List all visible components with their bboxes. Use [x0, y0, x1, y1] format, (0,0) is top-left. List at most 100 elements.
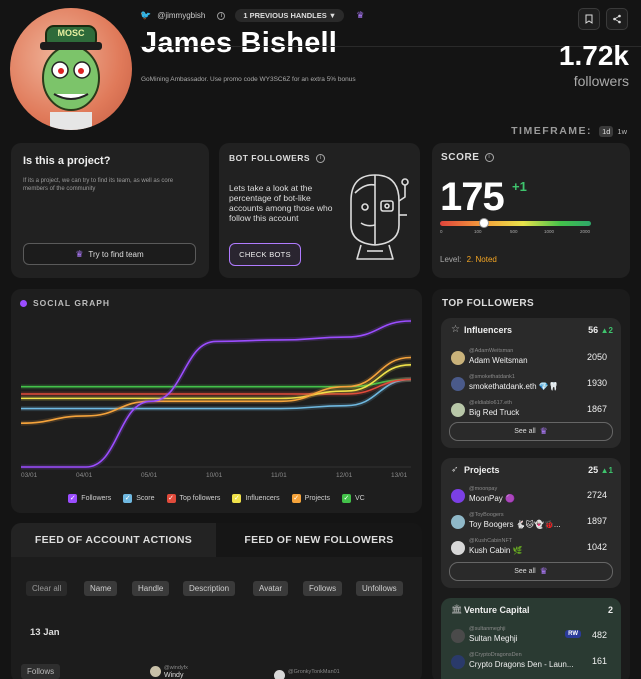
bookmark-button[interactable]: [578, 8, 600, 30]
filter-avatar[interactable]: Avatar: [253, 581, 288, 596]
feed-row[interactable]: Follows @windyfx Windy @GronkyTonkMan01: [11, 659, 422, 679]
follower-row[interactable]: @moonpay MoonPay 🟣 2724: [449, 486, 613, 512]
score-delta: +1: [512, 179, 527, 194]
info-icon[interactable]: i: [484, 153, 494, 162]
follower-avatar: [451, 403, 465, 417]
legend-label: Projects: [304, 495, 330, 502]
series-line-top-followers[interactable]: [21, 378, 412, 395]
star-icon: ☆: [451, 324, 460, 335]
see-all-projects-button[interactable]: See all ♛: [449, 562, 613, 581]
previous-handles-button[interactable]: 1 PREVIOUS HANDLES ▼: [235, 9, 345, 22]
twitter-icon: 🐦: [140, 10, 152, 20]
series-line-projects[interactable]: [20, 356, 412, 424]
bank-icon: 🏛: [451, 604, 463, 614]
filter-clear-all[interactable]: Clear all: [26, 581, 68, 596]
crown-icon: ♛: [356, 10, 365, 20]
follower-avatar: [451, 541, 465, 555]
followers-label: followers: [573, 73, 629, 89]
score-tick: 2000: [580, 229, 591, 234]
legend-item-vc[interactable]: ✓ VC: [341, 494, 365, 503]
check-bots-button[interactable]: CHECK BOTS: [229, 243, 301, 266]
rocket-icon: ➶: [451, 464, 459, 474]
checkbox-icon: ✓: [166, 494, 176, 503]
series-line-score[interactable]: [21, 378, 412, 410]
follower-score: 1897: [586, 516, 607, 526]
follower-score: 1930: [586, 378, 607, 388]
feed-tab-actions[interactable]: FEED OF ACCOUNT ACTIONS: [11, 523, 216, 557]
feed-tab-new-followers[interactable]: FEED OF NEW FOLLOWERS: [216, 523, 422, 557]
checkbox-icon: ✓: [341, 494, 351, 503]
follower-row[interactable]: @ToyBoogers Toy Boogers 🐇🐱👻🐞... 1897: [449, 512, 613, 538]
checkbox-icon: ✓: [291, 494, 301, 503]
legend-item-projects[interactable]: ✓ Projects: [291, 494, 330, 503]
find-team-button[interactable]: ♛ Try to find team: [23, 243, 196, 265]
timeframe-1w[interactable]: 1w: [617, 126, 627, 136]
score-tick: 100: [474, 229, 482, 234]
series-line-influencers[interactable]: [21, 364, 412, 400]
filter-description[interactable]: Description: [183, 581, 236, 596]
info-icon[interactable]: i: [217, 11, 226, 20]
group-delta: ▲2: [600, 326, 613, 335]
social-graph-title: SOCIAL GRAPH: [33, 298, 111, 308]
robot-head-icon: [350, 174, 409, 260]
follower-avatar: [451, 377, 465, 391]
follower-name: Toy Boogers 🐇🐱👻🐞...: [469, 520, 561, 529]
legend-item-influencers[interactable]: ✓ Influencers: [232, 494, 280, 503]
x-tick-label: 05/01: [141, 472, 158, 479]
legend-item-top-followers[interactable]: ✓ Top followers: [166, 494, 221, 503]
filter-row: Clear all Name Handle Description Avatar…: [11, 579, 422, 596]
filter-unfollows[interactable]: Unfollows: [356, 581, 403, 596]
follower-score: 1042: [586, 542, 607, 552]
follower-handle: @moonpay: [469, 486, 498, 492]
filter-name[interactable]: Name: [84, 581, 118, 596]
follower-handle: @smokethatdank1: [469, 374, 515, 380]
follower-avatar: [451, 515, 465, 529]
feed-avatar: [274, 670, 285, 679]
follower-row[interactable]: @AdamWeitsman Adam Weitsman 2050: [449, 348, 613, 374]
info-icon[interactable]: i: [316, 153, 326, 163]
bot-card-desc: Lets take a look at the percentage of bo…: [229, 183, 333, 223]
score-title: SCORE: [441, 152, 480, 163]
follower-row[interactable]: @eldiablo617.eth Big Red Truck 1867: [449, 400, 613, 426]
legend-label: Top followers: [179, 495, 221, 502]
profile-avatar: MOSC: [10, 8, 132, 130]
legend-item-score[interactable]: ✓ Score: [123, 494, 155, 503]
score-ticks: 0 100 500 1000 2000: [440, 229, 591, 237]
level-value: 2. Noted: [466, 255, 497, 264]
x-tick-label: 12/01: [336, 472, 353, 479]
legend-item-followers[interactable]: ✓ Followers: [68, 494, 111, 503]
follower-score: 161: [591, 656, 607, 666]
x-tick-label: 04/01: [76, 472, 93, 479]
see-all-influencers-button[interactable]: See all ♛: [449, 422, 613, 441]
status-dot: [20, 299, 27, 307]
timeframe-1d[interactable]: 1d: [599, 125, 614, 137]
checkbox-icon: ✓: [232, 494, 242, 503]
follower-name: MoonPay 🟣: [469, 494, 515, 503]
follower-handle: @eldiablo617.eth: [469, 400, 512, 406]
follower-avatar: [451, 655, 465, 669]
follower-row[interactable]: @KushCabinNFT Kush Cabin 🌿 1042: [449, 538, 613, 564]
twitter-handle[interactable]: @jimmygbish: [157, 11, 206, 20]
follower-row[interactable]: @sultanmeghji Sultan Meghji RW 482: [449, 626, 613, 652]
group-count-value: 25: [588, 465, 599, 475]
series-line-followers[interactable]: [20, 320, 412, 468]
follower-name: smokethatdank.eth 💎🦷: [469, 382, 559, 391]
followers-count: 1.72k: [558, 40, 629, 71]
group-count: 25 ▲1: [588, 465, 613, 475]
follower-avatar: [451, 629, 465, 643]
filter-handle[interactable]: Handle: [132, 581, 170, 596]
x-tick-label: 03/01: [21, 472, 38, 479]
group-count-value: 56: [588, 325, 599, 335]
group-delta: ▲1: [600, 466, 613, 475]
feed-date: 13 Jan: [30, 627, 60, 638]
follower-row[interactable]: @CryptoDragonsDen Crypto Dragons Den - L…: [449, 652, 613, 678]
influencers-header: ☆ Influencers 56 ▲2: [451, 324, 613, 337]
chart-legend: ✓ Followers ✓ Score ✓ Top followers ✓ Influence…: [11, 494, 422, 503]
score-level-row: Level: 2. Noted: [440, 255, 497, 264]
top-followers-title: TOP FOLLOWERS: [442, 298, 535, 309]
follower-row[interactable]: @smokethatdank1 smokethatdank.eth 💎🦷 193…: [449, 374, 613, 400]
social-graph-chart[interactable]: [11, 311, 422, 471]
share-button[interactable]: [606, 8, 628, 30]
filter-follows[interactable]: Follows: [303, 581, 343, 596]
follower-handle: @sultanmeghji: [469, 626, 506, 632]
